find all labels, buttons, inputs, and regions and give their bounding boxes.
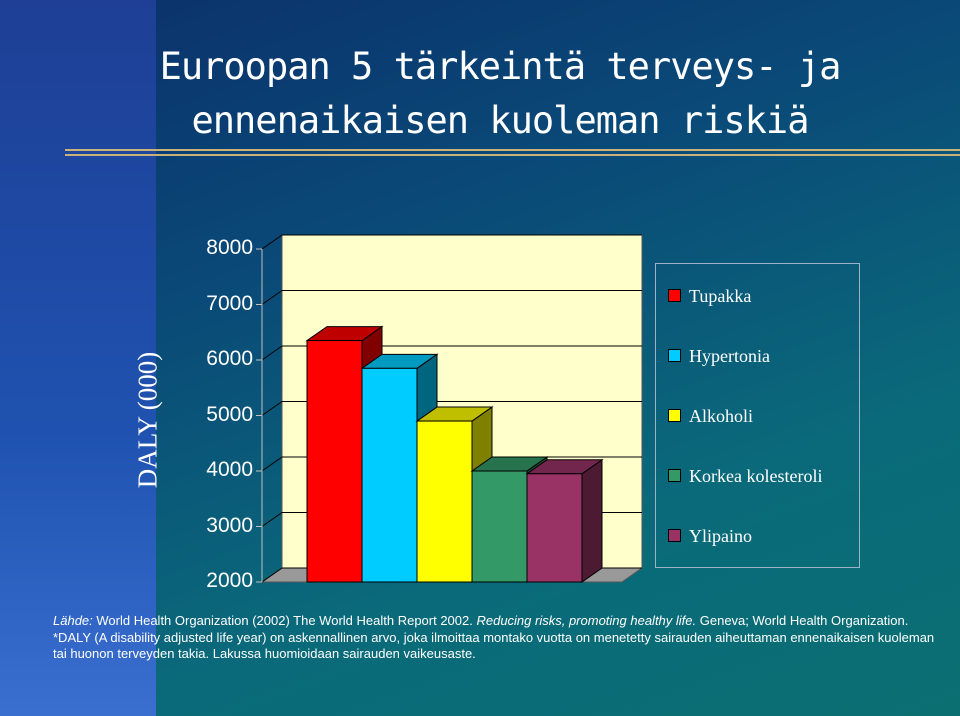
bar [306,340,363,583]
gridline-diag [261,234,283,250]
y-tick-label: 6000 [206,347,253,370]
bar [361,367,418,583]
legend-label: Alkoholi [689,406,754,426]
slide-title: Euroopan 5 tärkeintä terveys- ja ennenai… [90,40,910,148]
legend-label: Ylipaino [689,526,752,546]
source-citation: World Health Organization (2002) The Wor… [92,613,477,628]
source-line-2: *DALY (A disability adjusted life year) … [53,629,935,645]
gridline-diag [261,401,283,416]
y-tick-label: 4000 [206,458,253,481]
title-line-2: ennenaikaisen kuoleman riskiä [191,99,809,142]
bar [416,420,473,583]
y-tick-label: 5000 [206,402,253,426]
legend-swatch [668,409,681,423]
source-report-title: Reducing risks, promoting healthy life. [476,613,697,628]
gridline-diag [261,290,283,305]
legend-item: Ylipaino [668,526,752,547]
legend-swatch [668,289,681,303]
legend-item: Alkoholi [668,406,753,427]
gridline-diag [261,567,283,583]
legend-label: Tupakka [689,286,752,306]
source-line-1: Lähde: World Health Organization (2002) … [53,613,953,630]
legend-swatch [668,469,681,483]
bar [471,470,528,583]
title-line-1: Euroopan 5 tärkeintä terveys- ja [159,45,842,88]
left-accent-band [0,0,156,716]
legend-item: Hypertonia [668,346,770,367]
y-tick-label: 7000 [206,291,253,315]
legend-item: Korkea kolesteroli [668,466,822,487]
source-prefix: Lähde: [53,613,93,628]
legend-item: Tupakka [668,286,751,307]
y-axis-label: DALY (000) [132,351,163,489]
y-tick-label: 2000 [206,569,253,592]
legend-swatch [668,349,681,363]
chart-legend: Tupakka Hypertonia Alkoholi Korkea kolester… [655,263,860,568]
legend-swatch [668,529,681,543]
gridline-diag [261,456,283,472]
source-publisher: Geneva; World Health Organization. [696,613,909,628]
title-divider [65,149,960,156]
source-note: Lähde: World Health Organization (2002) … [53,613,953,663]
gridline-diag [261,512,283,527]
legend-label: Korkea kolesteroli [689,466,823,486]
bar [526,473,583,583]
gridline-diag [261,345,283,361]
bar-side [581,458,603,583]
y-tick-label: 3000 [206,513,253,537]
source-line-3: tai huonon terveyden takia. Lakussa huom… [53,646,476,661]
y-tick-label: 8000 [206,236,253,259]
legend-label: Hypertonia [689,346,770,366]
